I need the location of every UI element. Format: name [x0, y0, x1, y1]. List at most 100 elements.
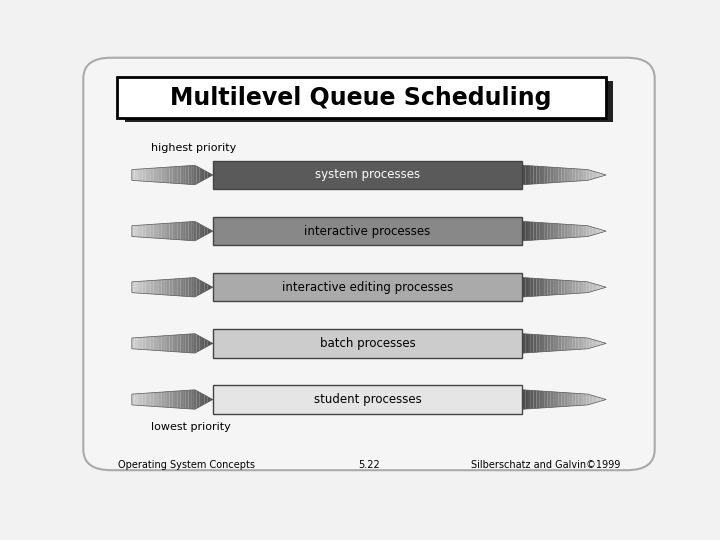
Polygon shape [523, 390, 526, 409]
Polygon shape [570, 337, 572, 350]
Polygon shape [153, 336, 156, 350]
Polygon shape [545, 392, 548, 408]
Polygon shape [578, 225, 581, 237]
Polygon shape [578, 281, 581, 293]
Polygon shape [156, 392, 159, 407]
Polygon shape [550, 223, 553, 239]
Polygon shape [545, 167, 548, 183]
Polygon shape [135, 338, 138, 349]
Polygon shape [189, 390, 192, 409]
Polygon shape [202, 394, 204, 406]
Polygon shape [600, 398, 603, 401]
Polygon shape [172, 279, 175, 295]
Polygon shape [175, 335, 178, 352]
Polygon shape [159, 167, 161, 183]
Polygon shape [148, 225, 150, 238]
Polygon shape [593, 395, 595, 403]
Text: 5.22: 5.22 [358, 460, 380, 470]
Polygon shape [564, 336, 567, 350]
Polygon shape [526, 221, 528, 241]
Polygon shape [528, 278, 531, 296]
Polygon shape [178, 166, 181, 184]
Polygon shape [564, 224, 567, 238]
Polygon shape [143, 225, 145, 238]
Polygon shape [584, 394, 587, 405]
Polygon shape [207, 340, 210, 346]
Polygon shape [156, 336, 159, 350]
Polygon shape [170, 167, 172, 183]
Polygon shape [534, 390, 536, 408]
Polygon shape [542, 222, 545, 240]
Polygon shape [167, 279, 170, 295]
Polygon shape [548, 167, 550, 183]
Polygon shape [181, 278, 183, 296]
Text: Operating System Concepts: Operating System Concepts [118, 460, 255, 470]
Polygon shape [595, 228, 598, 234]
Polygon shape [542, 335, 545, 352]
Polygon shape [562, 224, 564, 238]
Polygon shape [539, 222, 542, 240]
Polygon shape [192, 221, 194, 241]
Polygon shape [567, 393, 570, 406]
Polygon shape [197, 335, 199, 352]
Polygon shape [559, 392, 562, 407]
Polygon shape [578, 394, 581, 406]
Polygon shape [562, 280, 564, 294]
Polygon shape [145, 337, 148, 350]
Polygon shape [132, 170, 135, 180]
Polygon shape [202, 338, 204, 349]
Polygon shape [598, 228, 600, 234]
Polygon shape [553, 280, 556, 295]
Polygon shape [204, 171, 207, 179]
Polygon shape [153, 224, 156, 238]
Polygon shape [562, 336, 564, 350]
Polygon shape [595, 172, 598, 178]
Polygon shape [138, 169, 140, 181]
Polygon shape [150, 168, 153, 182]
Polygon shape [559, 224, 562, 239]
Polygon shape [150, 224, 153, 238]
Polygon shape [562, 393, 564, 407]
Polygon shape [159, 224, 161, 239]
Polygon shape [575, 225, 578, 238]
Polygon shape [170, 279, 172, 295]
Polygon shape [603, 230, 606, 232]
Polygon shape [536, 335, 539, 352]
Polygon shape [145, 225, 148, 238]
Polygon shape [172, 223, 175, 239]
Polygon shape [178, 335, 181, 352]
Polygon shape [570, 225, 572, 238]
Polygon shape [567, 168, 570, 182]
Polygon shape [528, 166, 531, 184]
Polygon shape [210, 173, 213, 177]
Polygon shape [595, 284, 598, 291]
Polygon shape [531, 222, 534, 240]
Polygon shape [172, 335, 175, 352]
Polygon shape [148, 336, 150, 350]
Polygon shape [172, 167, 175, 184]
Polygon shape [183, 278, 186, 296]
Polygon shape [167, 167, 170, 183]
Polygon shape [531, 334, 534, 353]
Polygon shape [572, 337, 575, 350]
Polygon shape [138, 394, 140, 406]
Text: Silberschatz and Galvin©1999: Silberschatz and Galvin©1999 [471, 460, 620, 470]
Polygon shape [138, 338, 140, 349]
Polygon shape [542, 279, 545, 296]
Polygon shape [199, 224, 202, 239]
FancyBboxPatch shape [84, 58, 654, 470]
Polygon shape [564, 280, 567, 294]
Polygon shape [545, 223, 548, 239]
Polygon shape [584, 281, 587, 293]
Polygon shape [197, 279, 199, 296]
Polygon shape [545, 279, 548, 295]
Polygon shape [567, 280, 570, 294]
Polygon shape [170, 335, 172, 352]
Polygon shape [593, 283, 595, 292]
Polygon shape [175, 391, 178, 408]
Polygon shape [186, 166, 189, 184]
Polygon shape [542, 166, 545, 184]
Polygon shape [207, 396, 210, 402]
Polygon shape [202, 225, 204, 237]
Polygon shape [590, 282, 593, 292]
